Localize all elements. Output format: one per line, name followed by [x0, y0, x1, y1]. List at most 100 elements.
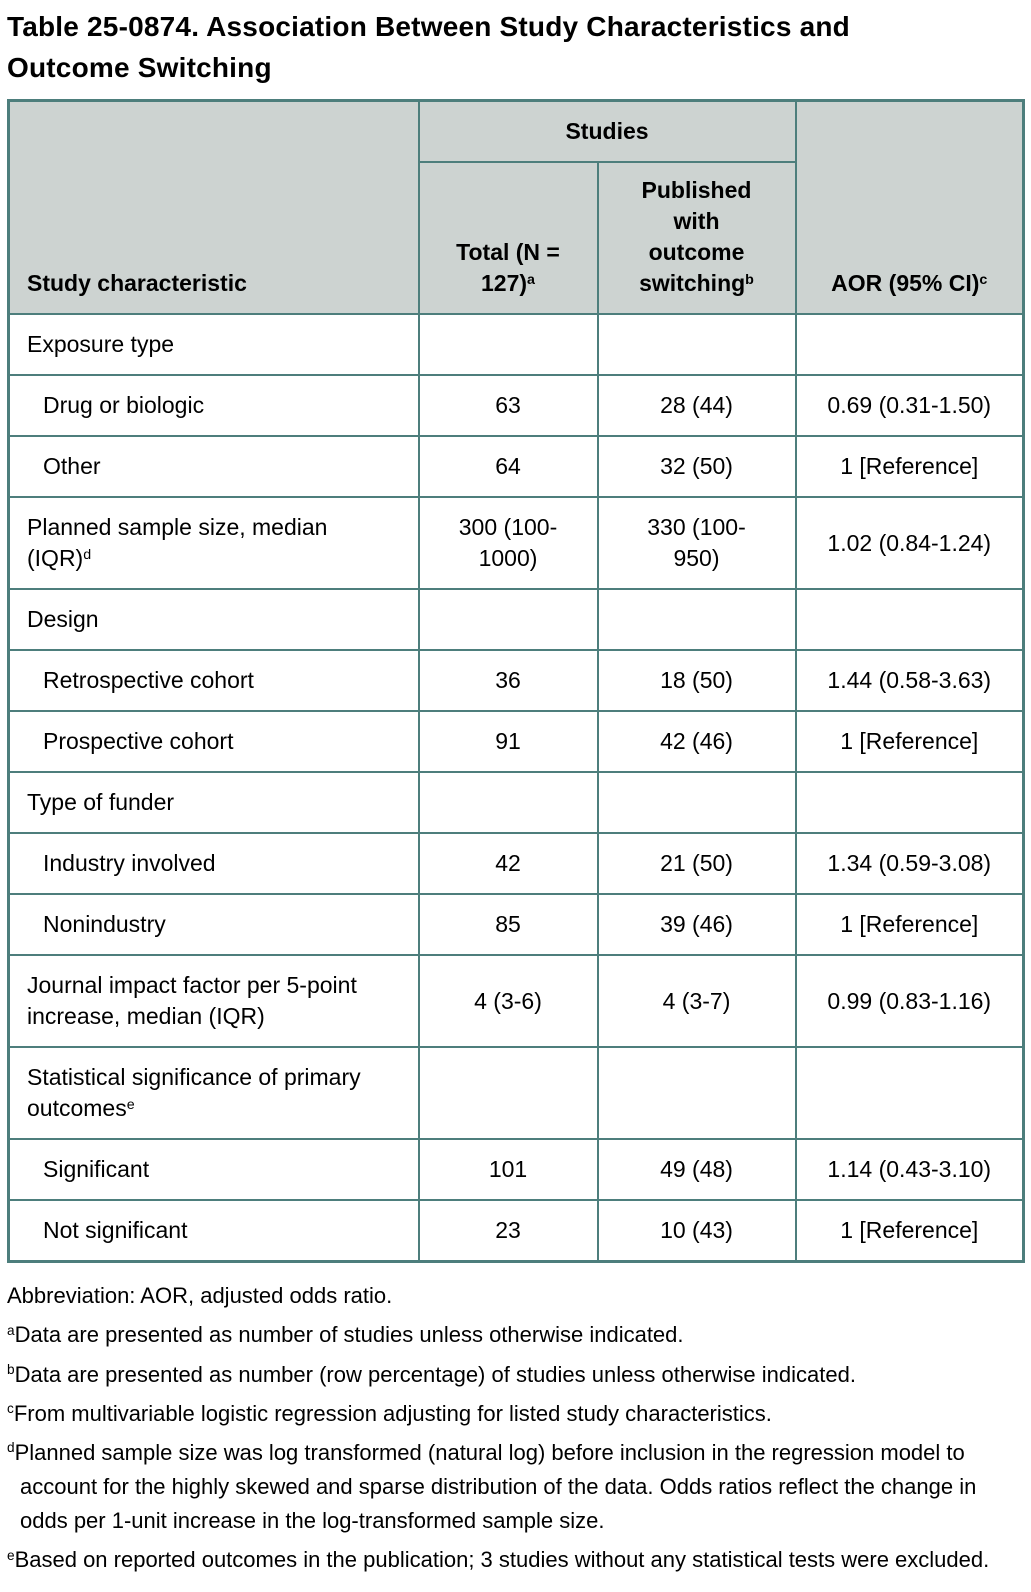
aor-value: 0.99 (0.83-1.16)	[827, 987, 992, 1014]
cell-study-characteristic: Exposure type	[7, 313, 420, 377]
table-row: Planned sample size, median (IQR)d 300 (…	[7, 496, 1025, 591]
published-value: 32 (50)	[660, 453, 733, 480]
table-row: Other 64 32 (50) 1 [Reference]	[7, 435, 1025, 499]
footnote: cFrom multivariable logistic regression …	[7, 1397, 1019, 1431]
cell-published: 18 (50)	[596, 649, 797, 713]
cell-study-characteristic: Other	[7, 435, 420, 499]
published-value: 21 (50)	[660, 850, 733, 877]
aor-value: 1 [Reference]	[840, 1217, 979, 1244]
row-label: Exposure type	[27, 331, 175, 358]
footnote-marker-c: c	[979, 271, 988, 288]
table-row: Not significant 23 10 (43) 1 [Reference]	[7, 1199, 1025, 1263]
cell-published: 330 (100-950)	[596, 496, 797, 591]
row-label: Nonindustry	[43, 911, 166, 938]
table-row: Drug or biologic 63 28 (44) 0.69 (0.31-1…	[7, 374, 1025, 438]
cell-aor	[794, 1046, 1025, 1141]
total-value: 91	[495, 728, 521, 755]
cell-study-characteristic: Statistical significance of primary outc…	[7, 1046, 420, 1141]
aor-value: 1.34 (0.59-3.08)	[827, 850, 992, 877]
published-value: 10 (43)	[660, 1217, 733, 1244]
cell-published: 39 (46)	[596, 893, 797, 957]
table-row: Exposure type	[7, 313, 1025, 377]
cell-total	[417, 588, 599, 652]
total-value: 85	[495, 911, 521, 938]
cell-published	[596, 588, 797, 652]
column-group-header-studies: Studies	[417, 99, 797, 164]
row-label: Design	[27, 606, 99, 633]
aor-value: 1.02 (0.84-1.24)	[827, 529, 992, 556]
cell-study-characteristic: Design	[7, 588, 420, 652]
column-header-study-characteristic: Study characteristic	[7, 99, 420, 316]
cell-total: 85	[417, 893, 599, 957]
cell-aor: 0.99 (0.83-1.16)	[794, 954, 1025, 1049]
total-value: 42	[495, 850, 521, 877]
cell-aor	[794, 313, 1025, 377]
page-title: Table 25-0874. Association Between Study…	[7, 11, 850, 84]
table-body: Exposure type Drug or biologic 63 28 (44…	[7, 313, 1025, 1263]
footnote-marker-b: b	[745, 271, 754, 288]
cell-study-characteristic: Significant	[7, 1138, 420, 1202]
row-footnote-marker: d	[83, 546, 92, 563]
cell-published	[596, 313, 797, 377]
cell-study-characteristic: Planned sample size, median (IQR)d	[7, 496, 420, 591]
footnote-letter: d	[7, 1440, 15, 1456]
footnote-text: Planned sample size was log transformed …	[14, 1439, 977, 1533]
total-value: 4 (3-6)	[474, 987, 542, 1014]
cell-aor: 1.44 (0.58-3.63)	[794, 649, 1025, 713]
footnote-text: Based on reported outcomes in the public…	[14, 1547, 990, 1573]
cell-total: 42	[417, 832, 599, 896]
cell-aor: 1 [Reference]	[794, 435, 1025, 499]
table-row: Type of funder	[7, 771, 1025, 835]
table-row: Industry involved 42 21 (50) 1.34 (0.59-…	[7, 832, 1025, 896]
column-header-total-label: Total (N = 127)	[456, 239, 560, 297]
cell-total: 63	[417, 374, 599, 438]
table-row: Prospective cohort 91 42 (46) 1 [Referen…	[7, 710, 1025, 774]
cell-study-characteristic: Drug or biologic	[7, 374, 420, 438]
row-label: Not significant	[43, 1217, 188, 1244]
column-group-header-studies-label: Studies	[565, 118, 649, 145]
table-header: Study characteristic Studies AOR (95% CI…	[7, 99, 1025, 316]
cell-total	[417, 313, 599, 377]
total-value: 63	[495, 392, 521, 419]
total-value: 23	[495, 1217, 521, 1244]
cell-study-characteristic: Industry involved	[7, 832, 420, 896]
column-header-published-label: Published with outcome switching	[639, 177, 752, 297]
column-header-total: Total (N = 127)a	[417, 161, 599, 316]
published-value: 42 (46)	[660, 728, 733, 755]
published-value: 18 (50)	[660, 667, 733, 694]
footnote-text: Data are presented as number (row percen…	[14, 1361, 856, 1387]
column-header-aor: AOR (95% CI)c	[794, 99, 1025, 316]
cell-aor	[794, 588, 1025, 652]
published-value: 39 (46)	[660, 911, 733, 938]
cell-study-characteristic: Nonindustry	[7, 893, 420, 957]
row-label: Drug or biologic	[43, 392, 205, 419]
cell-total: 64	[417, 435, 599, 499]
cell-aor: 1 [Reference]	[794, 1199, 1025, 1263]
row-label: Planned sample size, median (IQR)	[27, 514, 328, 572]
cell-study-characteristic: Type of funder	[7, 771, 420, 835]
aor-value: 1 [Reference]	[840, 728, 979, 755]
cell-total: 101	[417, 1138, 599, 1202]
study-characteristics-table: Study characteristic Studies AOR (95% CI…	[7, 98, 1026, 1264]
table-row: Design	[7, 588, 1025, 652]
footnote-letter: b	[7, 1362, 15, 1378]
header-row-subcolumns: Total (N = 127)a Published with outcome …	[9, 161, 1024, 316]
cell-published	[596, 771, 797, 835]
total-value: 64	[495, 453, 521, 480]
total-value: 101	[488, 1156, 528, 1183]
aor-value: 1 [Reference]	[840, 453, 979, 480]
row-label: Other	[43, 453, 101, 480]
cell-study-characteristic: Prospective cohort	[7, 710, 420, 774]
cell-aor: 1 [Reference]	[794, 893, 1025, 957]
cell-published: 42 (46)	[596, 710, 797, 774]
footnote-marker-a: a	[527, 271, 535, 288]
total-value: 36	[495, 667, 521, 694]
aor-value: 0.69 (0.31-1.50)	[827, 392, 992, 419]
row-label: Statistical significance of primary outc…	[27, 1064, 361, 1122]
aor-value: 1.44 (0.58-3.63)	[827, 667, 992, 694]
cell-published: 32 (50)	[596, 435, 797, 499]
cell-aor	[794, 771, 1025, 835]
cell-published	[596, 1046, 797, 1141]
footnote-letter: a	[7, 1322, 15, 1338]
cell-published: 28 (44)	[596, 374, 797, 438]
